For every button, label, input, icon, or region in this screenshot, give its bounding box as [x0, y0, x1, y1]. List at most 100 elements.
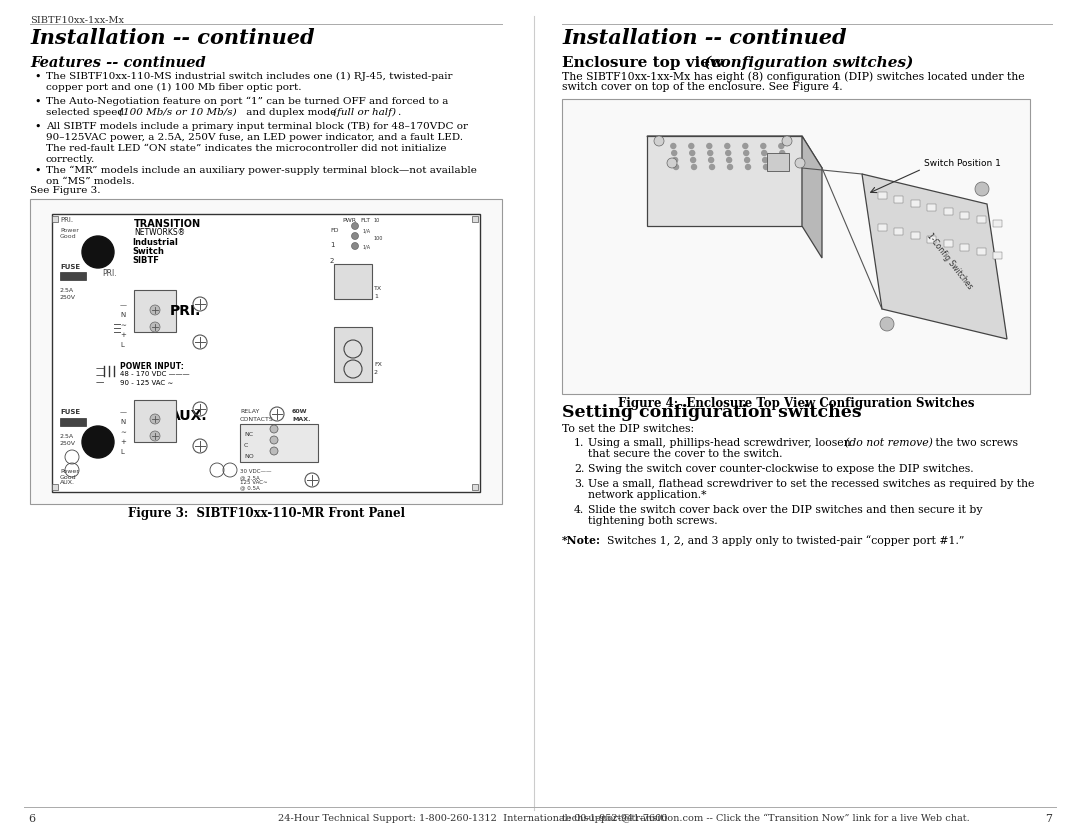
Text: tightening both screws.: tightening both screws.	[588, 516, 717, 526]
Text: +: +	[120, 332, 126, 338]
Bar	[960, 212, 969, 219]
Text: and duplex mode: and duplex mode	[243, 108, 339, 117]
Bar	[878, 192, 887, 199]
Circle shape	[351, 233, 359, 239]
Circle shape	[764, 164, 769, 169]
Bar	[976, 248, 986, 255]
Text: Industrial: Industrial	[132, 238, 178, 247]
Text: FUSE: FUSE	[60, 409, 80, 415]
Text: Installation -- continued: Installation -- continued	[562, 28, 847, 48]
Bar	[767, 153, 789, 171]
Text: C: C	[244, 443, 248, 448]
Circle shape	[270, 425, 278, 433]
Text: 10: 10	[373, 218, 379, 223]
Circle shape	[672, 150, 677, 155]
Text: correctly.: correctly.	[46, 155, 95, 164]
Text: ∼: ∼	[120, 322, 126, 328]
Text: Features -- continued: Features -- continued	[30, 56, 206, 70]
Circle shape	[779, 143, 784, 148]
Bar	[910, 232, 920, 239]
Bar	[472, 484, 478, 490]
Text: Using a small, phillips-head screwdriver, loosen: Using a small, phillips-head screwdriver…	[588, 438, 854, 448]
Text: .: .	[397, 108, 401, 117]
Text: 1.: 1.	[573, 438, 584, 448]
Text: AUX.: AUX.	[170, 409, 207, 423]
Bar	[894, 228, 904, 235]
Text: Switches 1, 2, and 3 apply only to twisted-pair “copper port #1.”: Switches 1, 2, and 3 apply only to twist…	[600, 535, 964, 545]
Circle shape	[745, 164, 751, 169]
Circle shape	[780, 150, 785, 155]
Text: N: N	[120, 419, 125, 425]
Circle shape	[691, 164, 697, 169]
Text: techsupport@transition.com -- Click the “Transition Now” link for a live Web cha: techsupport@transition.com -- Click the …	[562, 814, 970, 823]
Bar	[878, 224, 887, 231]
Circle shape	[975, 182, 989, 196]
Text: PWR: PWR	[342, 218, 356, 223]
Bar	[334, 264, 372, 299]
Text: @ 2.5A: @ 2.5A	[240, 475, 260, 480]
Circle shape	[351, 223, 359, 229]
Text: 250V: 250V	[60, 441, 76, 446]
Circle shape	[743, 143, 747, 148]
Text: ∼: ∼	[120, 429, 126, 435]
Text: •: •	[33, 122, 41, 132]
Text: The red-fault LED “ON state” indicates the microcontroller did not initialize: The red-fault LED “ON state” indicates t…	[46, 144, 446, 153]
Text: 250V: 250V	[60, 295, 76, 300]
Text: PRI.: PRI.	[60, 217, 73, 223]
Text: To set the DIP switches:: To set the DIP switches:	[562, 424, 694, 434]
Text: switch cover on top of the enclosure. See Figure 4.: switch cover on top of the enclosure. Se…	[562, 82, 842, 92]
Circle shape	[150, 322, 160, 332]
Text: Figure 3:  SIBTF10xx-110-MR Front Panel: Figure 3: SIBTF10xx-110-MR Front Panel	[127, 507, 405, 520]
Text: —: —	[120, 409, 127, 415]
Circle shape	[706, 143, 712, 148]
Bar	[52, 214, 480, 492]
Text: 4.: 4.	[573, 505, 584, 515]
Polygon shape	[802, 136, 822, 258]
Text: 6: 6	[28, 814, 36, 824]
Bar	[960, 244, 969, 251]
Text: NO: NO	[244, 454, 254, 459]
Circle shape	[795, 158, 805, 168]
Text: selected speed: selected speed	[46, 108, 127, 117]
Bar	[134, 290, 176, 332]
Bar	[52, 484, 58, 490]
Circle shape	[674, 164, 678, 169]
Circle shape	[781, 158, 785, 163]
Text: 90 - 125 VAC ∼: 90 - 125 VAC ∼	[120, 380, 173, 386]
Circle shape	[708, 158, 714, 163]
Circle shape	[150, 414, 160, 424]
Text: 24-Hour Technical Support: 1-800-260-1312  International: 00-1-952-941-7600: 24-Hour Technical Support: 1-800-260-131…	[278, 814, 667, 823]
Text: FX: FX	[374, 362, 382, 367]
Text: TRANSITION: TRANSITION	[134, 219, 201, 229]
Text: L: L	[120, 342, 124, 348]
Text: 60W: 60W	[292, 409, 308, 414]
Circle shape	[744, 150, 748, 155]
Text: (100 Mb/s or 10 Mb/s): (100 Mb/s or 10 Mb/s)	[119, 108, 237, 117]
Circle shape	[82, 236, 114, 268]
Bar	[928, 236, 936, 243]
Circle shape	[880, 317, 894, 331]
Text: —: —	[96, 371, 105, 380]
Bar	[134, 400, 176, 442]
Text: Good: Good	[60, 234, 77, 239]
Text: FUSE: FUSE	[60, 264, 80, 270]
Text: NETWORKS®: NETWORKS®	[134, 228, 185, 237]
Text: Installation -- continued: Installation -- continued	[30, 28, 314, 48]
Text: that secure the cover to the switch.: that secure the cover to the switch.	[588, 449, 783, 459]
Text: 1: 1	[330, 242, 335, 248]
Text: The SIBTF10xx-110-MS industrial switch includes one (1) RJ-45, twisted-pair: The SIBTF10xx-110-MS industrial switch i…	[46, 72, 453, 81]
Polygon shape	[862, 174, 1007, 339]
Text: Power: Power	[60, 228, 79, 233]
Text: Setting configuration switches: Setting configuration switches	[562, 404, 862, 421]
Bar	[60, 272, 86, 280]
Text: the two screws: the two screws	[932, 438, 1018, 448]
Text: —: —	[96, 364, 105, 373]
Text: @ 0.5A: @ 0.5A	[240, 485, 260, 490]
Text: (configuration switches): (configuration switches)	[704, 56, 914, 70]
Text: 2.5A: 2.5A	[60, 288, 75, 293]
Text: •: •	[33, 72, 41, 82]
Text: Use a small, flathead screwdriver to set the recessed switches as required by th: Use a small, flathead screwdriver to set…	[588, 479, 1035, 489]
Circle shape	[667, 158, 677, 168]
Text: Enclosure top view: Enclosure top view	[562, 56, 728, 70]
Text: 1/A: 1/A	[362, 228, 370, 233]
